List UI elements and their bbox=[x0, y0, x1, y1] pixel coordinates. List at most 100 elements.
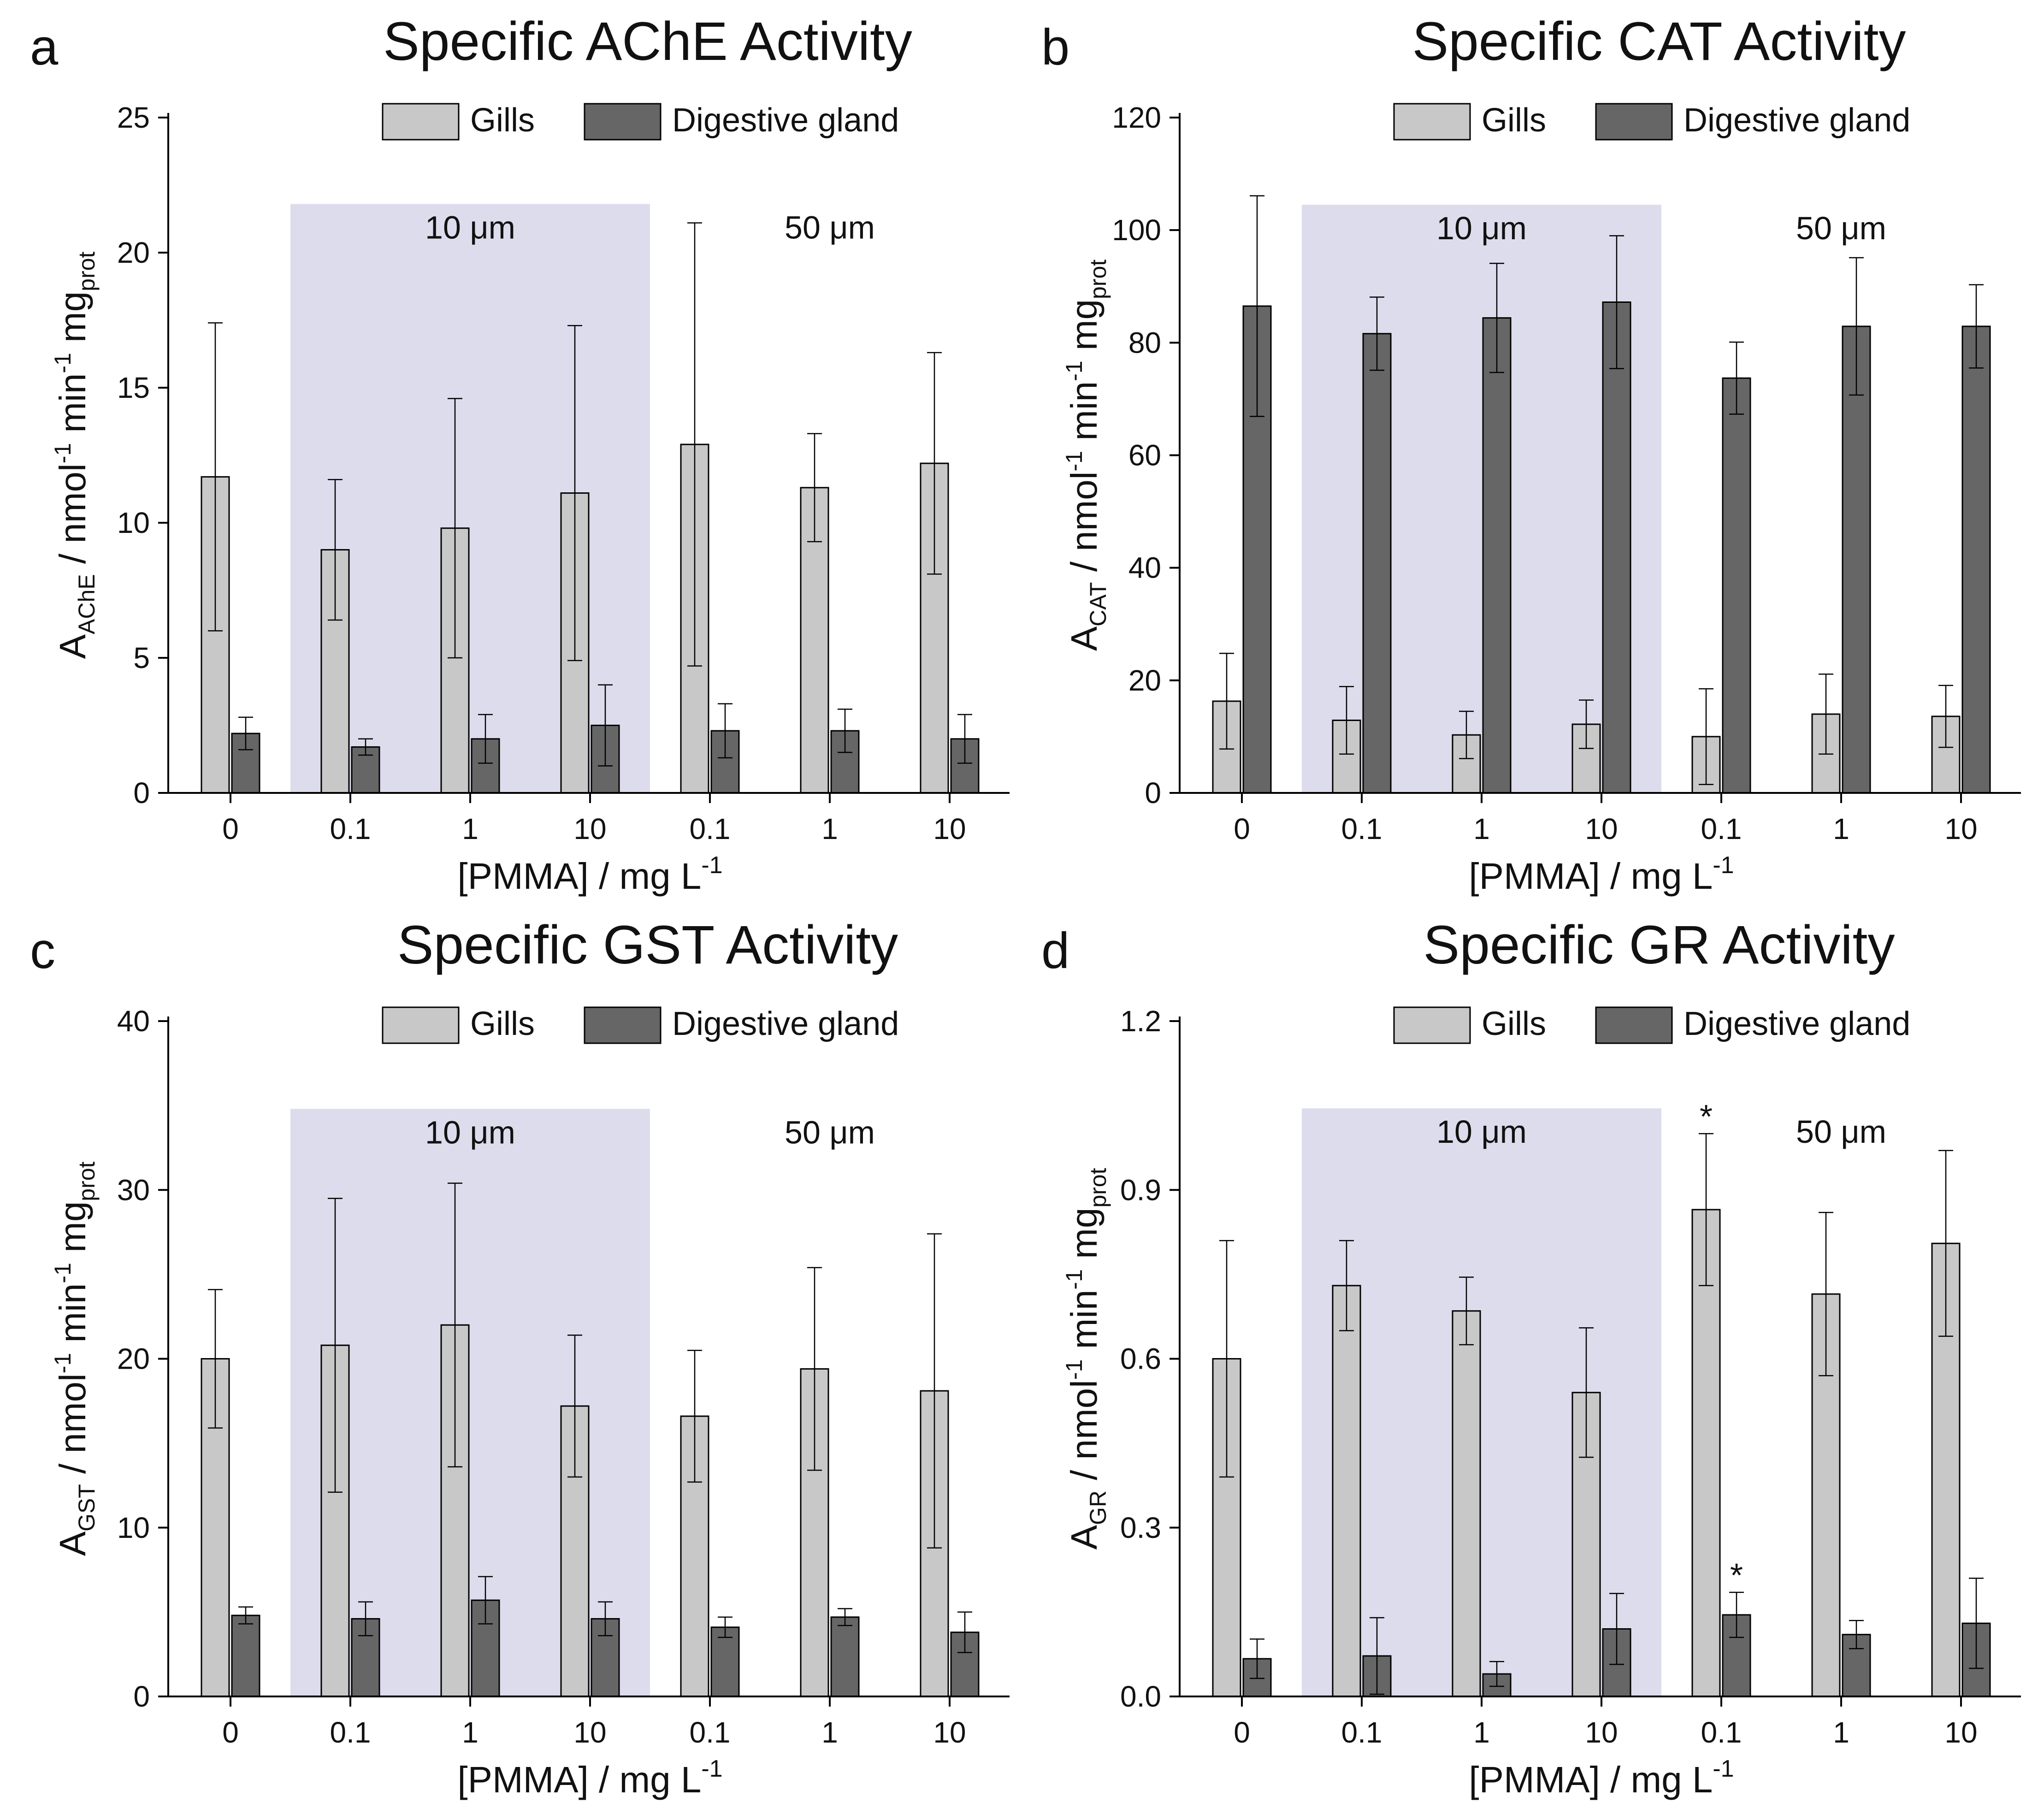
x-tick-label-3: 10 bbox=[573, 1716, 606, 1749]
group-band-0 bbox=[290, 204, 650, 793]
chart-title: Specific CAT Activity bbox=[1412, 11, 1906, 72]
y-tick-label-5: 25 bbox=[117, 101, 150, 134]
legend-swatch-gills bbox=[382, 1006, 460, 1044]
x-tick-label-0: 0 bbox=[1234, 1716, 1250, 1749]
x-tick-label-1: 0.1 bbox=[330, 1716, 371, 1749]
panel-b: 10 μm 50 μm 0 20 40 60 80 100 120 0 0.1 1 10 0.1 1 10 [P… bbox=[1041, 11, 2021, 897]
x-tick-label-2: 1 bbox=[1473, 1716, 1490, 1749]
x-axis-label-sup: -1 bbox=[701, 1755, 722, 1782]
y-tick-label-2: 20 bbox=[117, 1342, 150, 1376]
x-tick-label-2: 1 bbox=[462, 812, 478, 845]
group-label-0: 10 μm bbox=[425, 1114, 515, 1150]
legend-label-digestive: Digestive gland bbox=[1684, 102, 1910, 139]
x-tick-label-3: 10 bbox=[1585, 1716, 1618, 1749]
x-tick-label-5: 1 bbox=[1833, 812, 1849, 845]
x-tick-label-4: 0.1 bbox=[1701, 1716, 1742, 1749]
x-axis-label: [PMMA] / mg L-1 bbox=[1469, 1755, 1734, 1800]
y-label-prot: prot bbox=[1085, 260, 1111, 299]
chart-title: Specific AChE Activity bbox=[383, 11, 912, 72]
x-tick-label-5: 1 bbox=[1833, 1716, 1849, 1749]
x-tick-label-3: 10 bbox=[573, 812, 606, 845]
y-label-mid: / nmol bbox=[1063, 1380, 1105, 1490]
y-tick-label-2: 10 bbox=[117, 506, 150, 539]
y-axis-label: AGR / nmol-1 min-1 mgprot bbox=[1061, 1168, 1111, 1549]
y-label-a: A bbox=[1063, 626, 1105, 651]
y-label-sub: GR bbox=[1085, 1490, 1111, 1525]
y-label-sup2: -1 bbox=[1061, 1269, 1087, 1289]
group-band-0 bbox=[1302, 1108, 1661, 1696]
y-axis-label: AAChE / nmol-1 min-1 mgprot bbox=[50, 252, 100, 659]
y-tick-label-4: 20 bbox=[117, 236, 150, 269]
x-axis-label: [PMMA] / mg L-1 bbox=[1469, 852, 1734, 897]
y-tick-label-0: 0.0 bbox=[1120, 1680, 1161, 1713]
y-label-a: A bbox=[52, 634, 93, 659]
y-tick-label-0: 0 bbox=[133, 1680, 150, 1713]
legend-label-gills: Gills bbox=[470, 1005, 535, 1042]
y-tick-label-0: 0 bbox=[1145, 776, 1161, 810]
panel-c: 10 μm 50 μm 0 10 20 30 40 0 0.1 1 10 0.1 1 10 [PMMA] /… bbox=[30, 915, 1010, 1800]
x-tick-label-1: 0.1 bbox=[1341, 812, 1382, 845]
bar-digestive-1 bbox=[1362, 333, 1392, 794]
y-label-mg: mg bbox=[1063, 299, 1105, 360]
y-axis-label: ACAT / nmol-1 min-1 mgprot bbox=[1061, 260, 1111, 651]
bar-digestive-5 bbox=[830, 1616, 860, 1697]
y-tick-label-3: 15 bbox=[117, 371, 150, 404]
significance-star-1-4: * bbox=[1730, 1557, 1743, 1594]
y-label-prot: prot bbox=[1085, 1168, 1111, 1207]
y-label-sup2: -1 bbox=[50, 1263, 76, 1283]
x-axis-label-main: [PMMA] / mg L bbox=[1469, 1759, 1713, 1800]
x-tick-label-2: 1 bbox=[1473, 812, 1490, 845]
y-tick-label-6: 120 bbox=[1112, 101, 1161, 134]
legend-label-digestive: Digestive gland bbox=[672, 102, 899, 139]
y-label-sup2: -1 bbox=[1061, 360, 1087, 381]
x-tick-label-0: 0 bbox=[222, 1716, 239, 1749]
group-label-1: 50 μm bbox=[1796, 1114, 1886, 1150]
legend-label-gills: Gills bbox=[470, 102, 535, 139]
bar-digestive-6 bbox=[1961, 325, 1991, 794]
significance-star-0-4: * bbox=[1700, 1099, 1713, 1135]
y-label-min: min bbox=[52, 373, 93, 443]
y-tick-label-1: 0.3 bbox=[1120, 1511, 1161, 1544]
panel-a: 10 μm 50 μm 0 5 10 15 20 25 0 0.1 1 10 0.1 1 10 [PMMA] … bbox=[30, 11, 1010, 897]
y-tick-label-1: 20 bbox=[1128, 664, 1161, 697]
y-tick-label-1: 5 bbox=[133, 641, 150, 674]
y-label-min: min bbox=[52, 1283, 93, 1353]
y-label-prot: prot bbox=[74, 1161, 100, 1201]
x-axis-label-main: [PMMA] / mg L bbox=[457, 856, 701, 897]
legend-swatch-gills bbox=[1393, 1006, 1471, 1044]
x-axis-label-main: [PMMA] / mg L bbox=[1469, 856, 1713, 897]
legend-swatch-gills bbox=[1393, 103, 1471, 141]
legend-swatch-digestive bbox=[584, 1006, 662, 1044]
x-tick-label-6: 10 bbox=[1944, 1716, 1977, 1749]
group-label-1: 50 μm bbox=[785, 1114, 875, 1150]
legend-label-digestive: Digestive gland bbox=[672, 1005, 899, 1042]
x-tick-label-3: 10 bbox=[1585, 812, 1618, 845]
group-band-0 bbox=[1302, 205, 1661, 793]
y-label-sup1: -1 bbox=[50, 443, 76, 463]
legend-label-digestive: Digestive gland bbox=[1684, 1005, 1910, 1042]
x-axis-label-main: [PMMA] / mg L bbox=[457, 1759, 701, 1800]
panel-letter: a bbox=[30, 19, 59, 76]
panel-letter: b bbox=[1041, 19, 1069, 76]
x-tick-label-4: 0.1 bbox=[1701, 812, 1742, 845]
group-label-1: 50 μm bbox=[1796, 210, 1886, 246]
y-label-mid: / nmol bbox=[52, 1373, 93, 1484]
y-label-sub: AChE bbox=[74, 574, 100, 634]
legend-swatch-digestive bbox=[1595, 103, 1673, 141]
bar-gills-1 bbox=[1332, 1285, 1361, 1697]
bar-digestive-2 bbox=[1482, 317, 1512, 794]
panel-letter: c bbox=[30, 922, 55, 979]
x-tick-label-5: 1 bbox=[821, 812, 838, 845]
y-label-min: min bbox=[1063, 1289, 1105, 1359]
bar-digestive-5 bbox=[1842, 325, 1871, 794]
bar-digestive-4 bbox=[1722, 377, 1751, 794]
x-axis-label-sup: -1 bbox=[701, 852, 722, 879]
x-tick-label-0: 0 bbox=[222, 812, 239, 845]
legend-swatch-digestive bbox=[584, 103, 662, 141]
x-tick-label-6: 10 bbox=[933, 812, 966, 845]
x-tick-label-6: 10 bbox=[933, 1716, 966, 1749]
x-tick-label-5: 1 bbox=[821, 1716, 838, 1749]
y-label-mid: / nmol bbox=[1063, 471, 1105, 582]
y-tick-label-5: 100 bbox=[1112, 213, 1161, 247]
